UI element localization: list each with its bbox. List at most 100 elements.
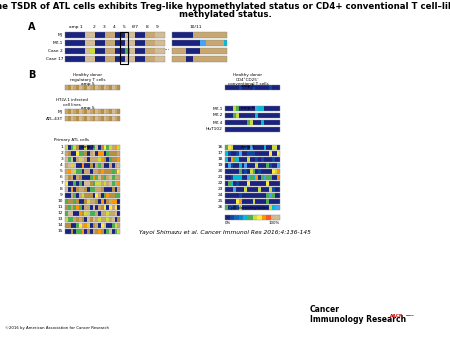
Bar <box>90 163 93 168</box>
Bar <box>65 116 120 121</box>
Bar <box>233 145 236 150</box>
Bar <box>100 56 105 62</box>
Bar <box>117 205 120 210</box>
Bar <box>114 211 117 216</box>
Bar <box>233 106 236 111</box>
Bar <box>274 113 277 118</box>
Bar <box>230 120 233 125</box>
Bar <box>114 187 117 192</box>
Bar <box>239 181 242 186</box>
Text: HTLV-1 infected
cell lines: HTLV-1 infected cell lines <box>56 98 88 106</box>
Bar <box>242 199 244 204</box>
Bar <box>110 48 115 54</box>
Bar <box>243 215 248 220</box>
Bar <box>79 217 81 222</box>
Bar <box>135 32 140 38</box>
Bar <box>76 163 79 168</box>
Bar <box>230 85 233 90</box>
Bar <box>266 181 269 186</box>
Bar <box>75 32 80 38</box>
Bar <box>87 193 90 198</box>
Bar <box>73 109 76 114</box>
Bar <box>225 127 280 132</box>
Bar <box>272 169 274 174</box>
Bar <box>255 113 258 118</box>
Bar <box>242 120 244 125</box>
Bar <box>225 175 280 180</box>
Bar <box>95 163 98 168</box>
Bar <box>207 40 210 46</box>
Bar <box>93 163 95 168</box>
Text: MT-4: MT-4 <box>212 121 223 124</box>
Bar <box>93 109 95 114</box>
Bar <box>225 163 280 168</box>
Bar <box>90 211 93 216</box>
Bar <box>76 199 79 204</box>
Text: amp 5: amp 5 <box>241 106 255 110</box>
Bar <box>186 48 189 54</box>
Bar <box>81 193 84 198</box>
Bar <box>90 151 93 156</box>
Bar <box>140 56 145 62</box>
Bar <box>79 229 81 234</box>
Bar <box>269 113 272 118</box>
Text: 19: 19 <box>217 164 223 168</box>
Bar <box>225 193 280 198</box>
Bar <box>250 169 252 174</box>
Bar <box>95 181 98 186</box>
Bar <box>140 32 145 38</box>
Bar <box>242 157 244 162</box>
Bar <box>250 181 252 186</box>
Bar <box>95 175 98 180</box>
Bar <box>224 56 227 62</box>
Bar <box>176 56 179 62</box>
Text: 1: 1 <box>60 145 63 149</box>
Bar <box>228 85 230 90</box>
Text: 11: 11 <box>58 206 63 210</box>
Bar <box>84 85 87 90</box>
Bar <box>255 163 258 168</box>
Text: amp 5: amp 5 <box>81 82 95 86</box>
Bar <box>76 193 79 198</box>
Bar <box>230 151 233 156</box>
Bar <box>105 40 110 46</box>
Text: 21: 21 <box>217 175 223 179</box>
Bar <box>220 48 224 54</box>
Bar <box>274 157 277 162</box>
Bar <box>264 120 266 125</box>
Bar <box>269 163 272 168</box>
Bar <box>90 181 93 186</box>
Bar <box>264 145 266 150</box>
Bar <box>68 199 71 204</box>
Bar <box>252 205 255 210</box>
Bar <box>79 109 81 114</box>
Bar <box>252 199 255 204</box>
Bar <box>261 215 266 220</box>
Bar <box>193 40 196 46</box>
Bar <box>250 151 252 156</box>
Bar <box>84 205 87 210</box>
Bar <box>220 32 224 38</box>
Bar <box>65 175 120 180</box>
Bar <box>266 127 269 132</box>
Bar <box>186 56 189 62</box>
Bar <box>65 157 68 162</box>
Bar <box>274 193 277 198</box>
Bar <box>130 56 135 62</box>
Bar <box>155 32 160 38</box>
Bar <box>277 85 280 90</box>
Bar <box>252 163 255 168</box>
Bar <box>104 211 106 216</box>
Bar <box>261 127 264 132</box>
Text: ©2016 by American Association for Cancer Research: ©2016 by American Association for Cancer… <box>5 326 109 330</box>
Bar <box>252 151 255 156</box>
Bar <box>98 151 101 156</box>
Bar <box>228 157 230 162</box>
Bar <box>84 175 87 180</box>
Bar <box>252 169 255 174</box>
Bar <box>274 151 277 156</box>
Bar <box>230 193 233 198</box>
Bar <box>104 116 106 121</box>
Bar <box>117 151 120 156</box>
Bar <box>104 151 106 156</box>
